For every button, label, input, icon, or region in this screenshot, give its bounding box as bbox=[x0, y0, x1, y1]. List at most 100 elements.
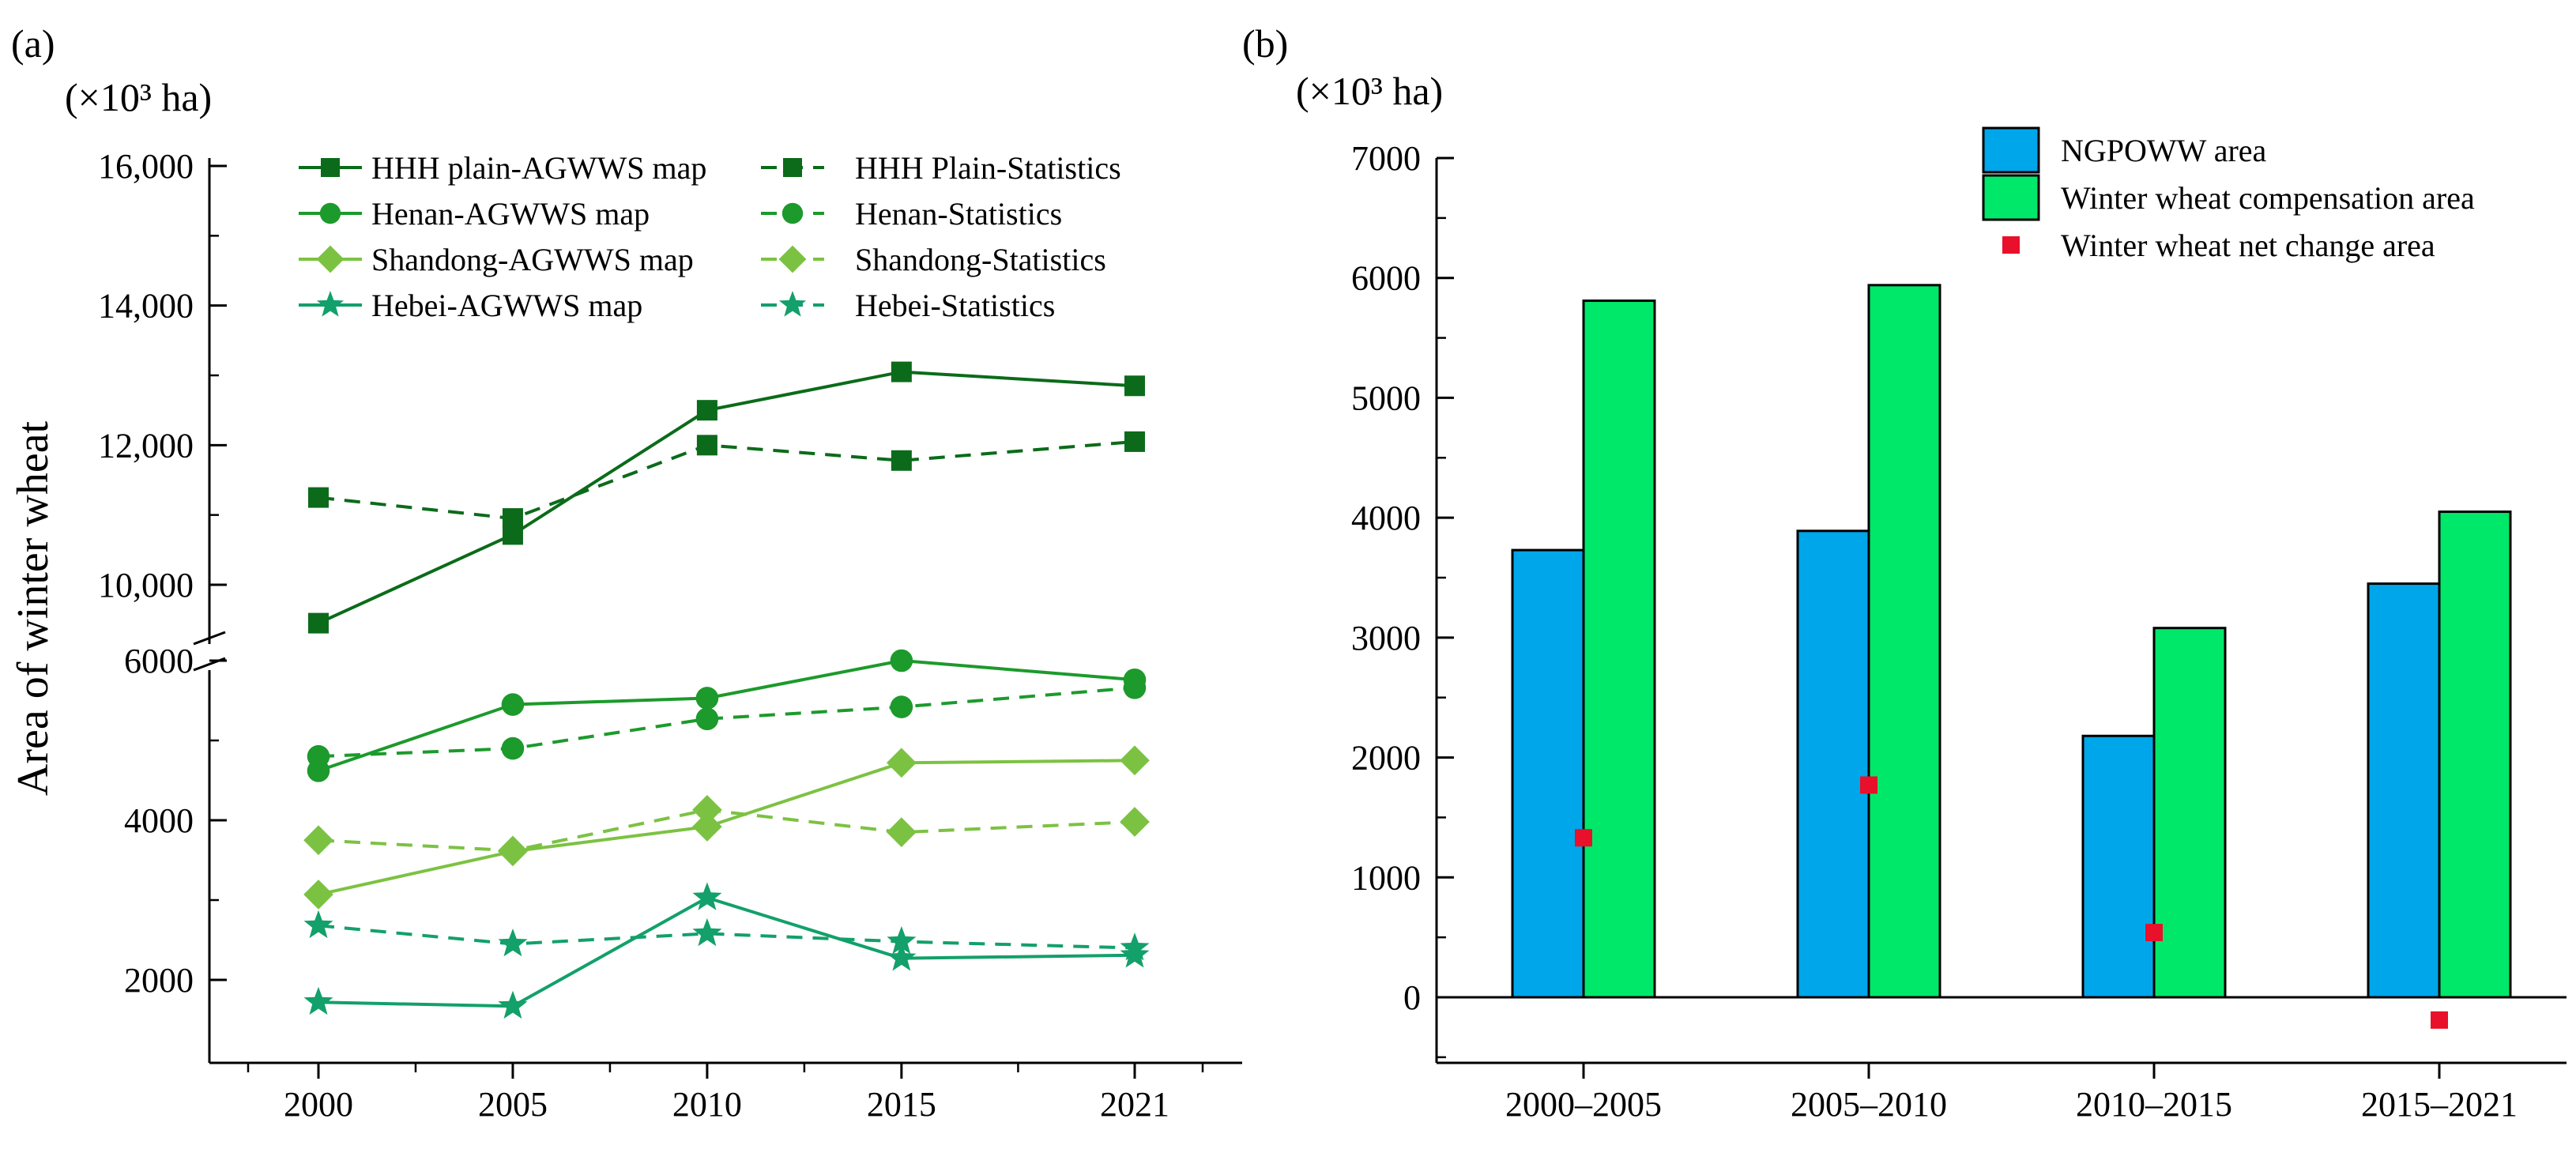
data-point bbox=[308, 487, 329, 508]
x-tick-label: 2010 bbox=[672, 1085, 742, 1124]
data-point bbox=[890, 649, 913, 672]
data-point bbox=[891, 450, 912, 471]
panel-b-bar-chart: 0 1000 2000 3000 4000 5000 6000 7000 2000–2005 20… bbox=[1242, 21, 2567, 1124]
legend-label: Hebei-Statistics bbox=[855, 288, 1055, 323]
legend-marker bbox=[781, 202, 804, 224]
legend-label: NGPOWW area bbox=[2061, 133, 2267, 168]
panel-a-line-chart: 2000 4000 6000 10,000 12,000 14,000 16,000 2000… bbox=[9, 21, 1242, 1124]
legend-label: Henan-Statistics bbox=[855, 196, 1062, 232]
series-5 bbox=[303, 795, 1150, 866]
scatter-point bbox=[2431, 1011, 2448, 1029]
bar-series-0 bbox=[1511, 529, 2441, 999]
x-tick-label: 2000 bbox=[284, 1085, 353, 1124]
y-tick-label: 2000 bbox=[124, 961, 194, 1000]
data-point bbox=[1124, 431, 1145, 452]
legend-marker bbox=[783, 158, 802, 177]
bar bbox=[1511, 548, 1585, 999]
legend-label: Shandong-AGWWS map bbox=[371, 242, 694, 277]
y-tick-label: 0 bbox=[1403, 978, 1421, 1017]
data-point bbox=[498, 929, 528, 957]
data-point bbox=[303, 910, 333, 939]
series-line bbox=[318, 658, 1135, 773]
legend-item: Henan-Statistics bbox=[761, 196, 1062, 232]
y-tick-label: 4000 bbox=[1351, 499, 1421, 537]
legend-item: Henan-AGWWS map bbox=[299, 196, 650, 232]
data-point bbox=[887, 817, 917, 847]
y-axis-title: Area of winter wheat bbox=[9, 420, 58, 796]
unit-label: (×10³ ha) bbox=[1296, 69, 1443, 113]
y-tick-label: 1000 bbox=[1351, 858, 1421, 897]
legend-item: Hebei-AGWWS map bbox=[299, 288, 642, 323]
x-tick-label: 2015 bbox=[867, 1085, 936, 1124]
y-tick-label: 14,000 bbox=[98, 287, 194, 326]
y-tick-label: 2000 bbox=[1351, 739, 1421, 778]
panel-label: (b) bbox=[1242, 21, 1288, 66]
x-tick-label: 2005 bbox=[478, 1085, 548, 1124]
data-point bbox=[696, 435, 717, 456]
series-0 bbox=[308, 361, 1145, 634]
y-tick-label: 3000 bbox=[1351, 619, 1421, 657]
legend-item: HHH Plain-Statistics bbox=[761, 150, 1121, 186]
x-tick-label: 2000–2005 bbox=[1505, 1085, 1662, 1124]
legend-swatch bbox=[1982, 126, 2040, 174]
data-point bbox=[303, 825, 333, 856]
y-tick-label: 7000 bbox=[1351, 139, 1421, 178]
legend-marker bbox=[321, 158, 340, 177]
data-point bbox=[1120, 807, 1150, 837]
bar bbox=[1867, 284, 1941, 999]
legend-label: HHH plain-AGWWS map bbox=[371, 150, 706, 186]
legend-marker bbox=[319, 202, 341, 224]
y-tick-label: 4000 bbox=[124, 801, 194, 840]
legend-label: Hebei-AGWWS map bbox=[371, 288, 642, 323]
data-point bbox=[695, 687, 719, 710]
legend-label: Winter wheat compensation area bbox=[2061, 180, 2475, 216]
data-point bbox=[498, 990, 528, 1019]
data-point bbox=[303, 986, 333, 1015]
x-tick-label: 2010–2015 bbox=[2076, 1085, 2232, 1124]
x-tick-label: 2005–2010 bbox=[1791, 1085, 1947, 1124]
data-point bbox=[308, 612, 329, 634]
data-point bbox=[891, 361, 912, 382]
bar bbox=[2152, 627, 2227, 999]
legend-marker bbox=[778, 291, 807, 317]
data-point bbox=[498, 835, 528, 866]
scatter-point bbox=[1860, 776, 1877, 794]
legend-item: HHH plain-AGWWS map bbox=[299, 150, 706, 186]
legend: HHH plain-AGWWS map HHH Plain-Statistics H… bbox=[299, 150, 1121, 323]
data-point bbox=[890, 695, 913, 718]
bar-series-1 bbox=[1582, 284, 2512, 999]
x-tick-label: 2015–2021 bbox=[2361, 1085, 2518, 1124]
unit-label: (×10³ ha) bbox=[65, 75, 212, 119]
series-4 bbox=[303, 745, 1150, 910]
y-tick-label: 5000 bbox=[1351, 379, 1421, 417]
legend-label: Shandong-Statistics bbox=[855, 242, 1106, 277]
bar bbox=[2438, 510, 2512, 999]
y-tick-label: 10,000 bbox=[98, 566, 194, 605]
series-3 bbox=[307, 676, 1147, 768]
series-line bbox=[318, 439, 1135, 521]
scatter-point bbox=[1575, 829, 1592, 847]
legend-swatch bbox=[2002, 236, 2020, 254]
series-line bbox=[318, 370, 1135, 625]
data-point bbox=[1123, 676, 1147, 699]
series-line bbox=[318, 686, 1135, 759]
legend-label: Winter wheat net change area bbox=[2061, 228, 2435, 263]
legend-item: Winter wheat compensation area bbox=[1982, 174, 2475, 221]
bar bbox=[2081, 734, 2156, 999]
panel-label: (a) bbox=[11, 21, 55, 66]
data-point bbox=[887, 926, 917, 955]
data-point bbox=[696, 400, 717, 421]
legend-label: Henan-AGWWS map bbox=[371, 196, 650, 232]
scatter-point bbox=[2145, 924, 2163, 942]
data-point bbox=[1120, 932, 1150, 961]
data-point bbox=[501, 693, 525, 716]
legend-item: Winter wheat net change area bbox=[2002, 228, 2435, 263]
legend-label: HHH Plain-Statistics bbox=[855, 150, 1121, 186]
series-line bbox=[318, 759, 1135, 896]
bar bbox=[1796, 529, 1870, 999]
data-point bbox=[692, 917, 722, 947]
x-tick-label: 2021 bbox=[1100, 1085, 1169, 1124]
series-6 bbox=[303, 882, 1150, 1019]
y-tick-label: 6000 bbox=[124, 642, 194, 680]
